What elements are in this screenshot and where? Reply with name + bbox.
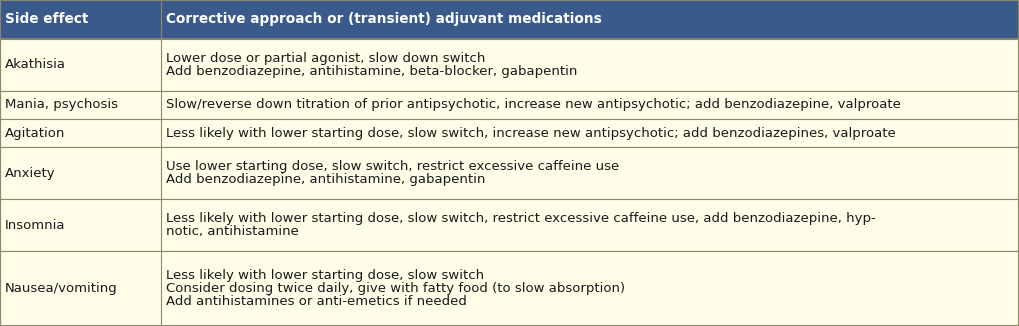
Text: Akathisia: Akathisia — [5, 58, 66, 71]
Text: Anxiety: Anxiety — [5, 167, 56, 180]
Bar — [0, 251, 1019, 326]
Text: Less likely with lower starting dose, slow switch, restrict excessive caffeine u: Less likely with lower starting dose, sl… — [166, 212, 875, 225]
Text: Slow/reverse down titration of prior antipsychotic, increase new antipsychotic; : Slow/reverse down titration of prior ant… — [166, 98, 901, 111]
Text: Less likely with lower starting dose, slow switch: Less likely with lower starting dose, sl… — [166, 269, 484, 282]
Bar — [0, 0, 1019, 39]
Bar — [0, 199, 1019, 251]
Text: Use lower starting dose, slow switch, restrict excessive caffeine use: Use lower starting dose, slow switch, re… — [166, 160, 620, 173]
Text: Corrective approach or (transient) adjuvant medications: Corrective approach or (transient) adjuv… — [166, 12, 602, 26]
Text: Lower dose or partial agonist, slow down switch: Lower dose or partial agonist, slow down… — [166, 52, 485, 65]
Text: Less likely with lower starting dose, slow switch, increase new antipsychotic; a: Less likely with lower starting dose, sl… — [166, 127, 896, 140]
Text: Add antihistamines or anti-emetics if needed: Add antihistamines or anti-emetics if ne… — [166, 295, 467, 308]
Text: Insomnia: Insomnia — [5, 219, 65, 231]
Text: Add benzodiazepine, antihistamine, gabapentin: Add benzodiazepine, antihistamine, gabap… — [166, 173, 485, 186]
Bar — [0, 147, 1019, 199]
Text: Consider dosing twice daily, give with fatty food (to slow absorption): Consider dosing twice daily, give with f… — [166, 282, 625, 295]
Text: notic, antihistamine: notic, antihistamine — [166, 225, 299, 238]
Bar — [0, 91, 1019, 119]
Bar — [0, 39, 1019, 91]
Text: Nausea/vomiting: Nausea/vomiting — [5, 282, 118, 295]
Text: Mania, psychosis: Mania, psychosis — [5, 98, 118, 111]
Text: Add benzodiazepine, antihistamine, beta-blocker, gabapentin: Add benzodiazepine, antihistamine, beta-… — [166, 65, 578, 78]
Bar — [0, 119, 1019, 147]
Text: Side effect: Side effect — [5, 12, 89, 26]
Text: Agitation: Agitation — [5, 127, 65, 140]
